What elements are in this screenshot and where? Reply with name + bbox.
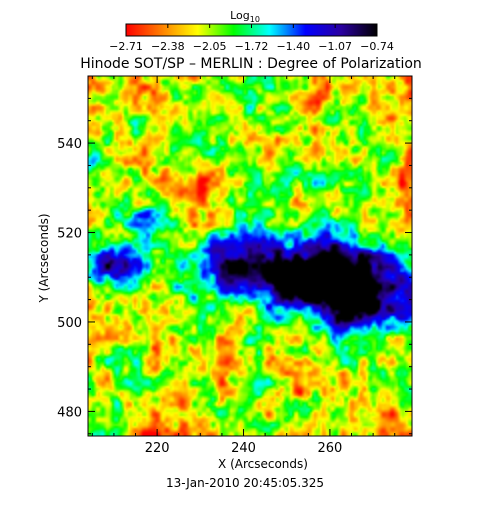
y-tick-label: 500: [57, 316, 82, 331]
y-tick-label: 540: [57, 137, 82, 152]
chart-title: Hinode SOT/SP – MERLIN : Degree of Polar…: [80, 56, 422, 72]
colorbar-tick-label: −1.07: [318, 40, 352, 53]
heatmap-image: [88, 76, 412, 436]
y-axis: 480 500 520 540: [57, 75, 412, 435]
colorbar-tick-label: −2.71: [109, 40, 143, 53]
colorbar-tick-label: −1.72: [235, 40, 269, 53]
plot-frame: [87, 75, 413, 437]
x-axis: 220 240 260: [91, 76, 396, 456]
x-tick-label: 240: [231, 441, 256, 456]
colorbar-tick-label: −0.74: [360, 40, 394, 53]
x-tick-label: 220: [145, 441, 170, 456]
x-axis-label: X (Arcseconds): [218, 457, 308, 471]
y-axis-label: Y (Arcseconds): [37, 213, 51, 303]
colorbar-tick-label: −2.05: [193, 40, 227, 53]
colorbar-tick-label: −2.38: [151, 40, 185, 53]
heatmap-area: [87, 75, 413, 437]
colorbar-label: Log10: [230, 9, 260, 24]
colorbar-ticks: −2.71 −2.38 −2.05 −1.72 −1.40 −1.07 −0.74: [109, 24, 394, 53]
x-tick-label: 260: [318, 441, 343, 456]
y-tick-label: 520: [57, 227, 82, 242]
timestamp: 13-Jan-2010 20:45:05.325: [166, 476, 324, 490]
y-tick-label: 480: [57, 405, 82, 420]
colorbar-tick-label: −1.40: [276, 40, 310, 53]
